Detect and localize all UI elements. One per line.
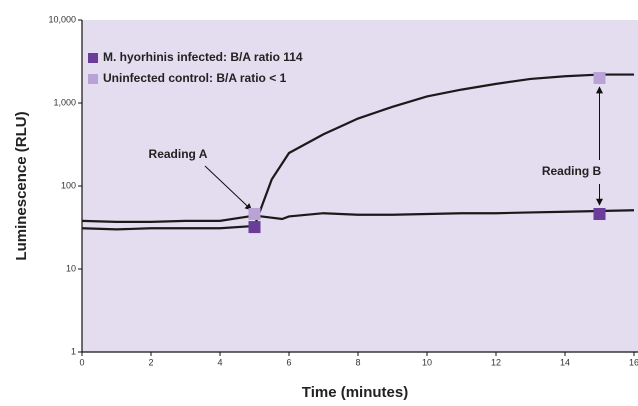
annotation: Reading A — [149, 147, 208, 161]
x-tick-label: 6 — [286, 357, 291, 367]
y-tick-label: 10,000 — [48, 14, 76, 24]
annotation-arrow — [204, 165, 253, 211]
plot-background — [82, 20, 638, 352]
legend-swatch — [88, 53, 98, 63]
x-tick-label: 8 — [355, 357, 360, 367]
reading-marker — [593, 72, 606, 85]
annotation: Reading B — [542, 164, 602, 178]
x-tick-label: 4 — [217, 357, 222, 367]
y-tick-label: 100 — [61, 180, 76, 190]
x-tick-label: 10 — [422, 357, 432, 367]
reading-marker — [593, 207, 606, 220]
y-tick-label: 10 — [66, 263, 76, 273]
series-line — [81, 73, 634, 231]
series-line — [81, 209, 635, 223]
x-tick-label: 0 — [79, 357, 84, 367]
legend-label: M. hyorhinis infected: B/A ratio 114 — [103, 50, 303, 64]
x-tick-label: 2 — [148, 357, 153, 367]
x-tick-label: 16 — [629, 357, 638, 367]
y-tick-label: 1,000 — [53, 97, 76, 107]
y-tick-label: 1 — [71, 346, 76, 356]
legend-label: Uninfected control: B/A ratio < 1 — [103, 71, 287, 85]
reading-marker — [248, 221, 261, 234]
y-axis-title: Luminescence (RLU) — [13, 111, 30, 260]
legend-swatch — [88, 74, 98, 84]
x-axis-title: Time (minutes) — [302, 384, 408, 401]
x-tick-label: 14 — [560, 357, 570, 367]
reading-marker — [248, 207, 261, 220]
x-tick-label: 12 — [491, 357, 501, 367]
